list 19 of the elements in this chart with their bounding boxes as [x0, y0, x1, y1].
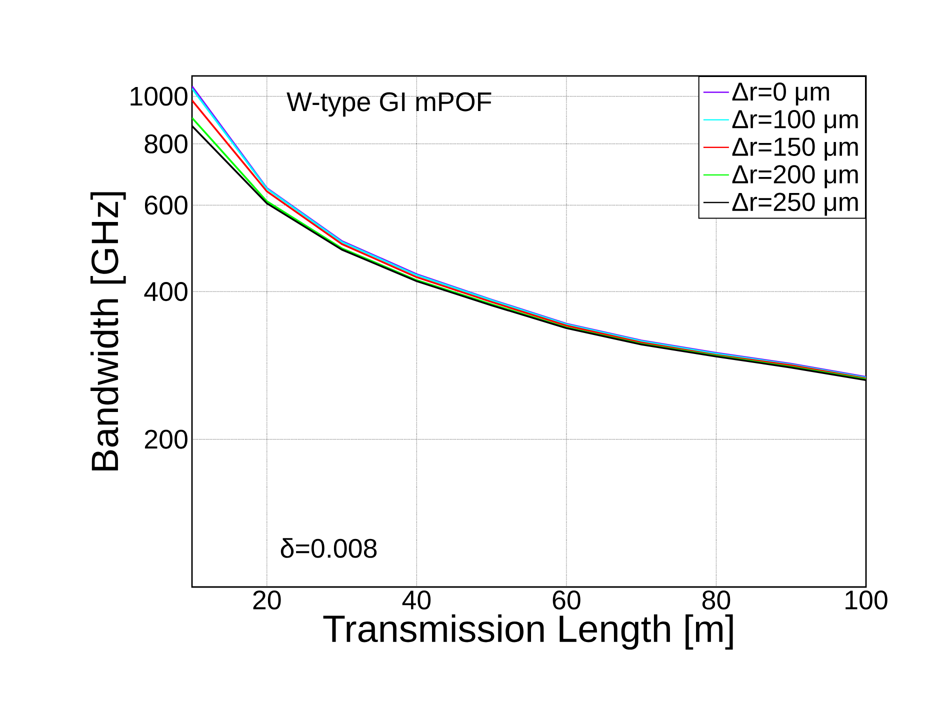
y-tick-label: 400	[144, 282, 188, 302]
x-axis-title: Transmission Length [m]	[323, 614, 733, 650]
x-tick-label: 100	[846, 590, 888, 610]
y-axis-title: Bandwidth [GHz]	[90, 192, 126, 470]
y-tick-label: 200	[144, 430, 188, 449]
annotation: δ=0.008	[280, 538, 377, 558]
y-tick-label: 600	[144, 196, 188, 215]
x-tick-label: 40	[402, 590, 431, 610]
y-tick-label: 800	[144, 134, 188, 154]
x-tick-label: 60	[552, 590, 580, 610]
legend-label: Δr=100 μm	[732, 110, 858, 134]
legend-label: Δr=150 μm	[732, 138, 858, 161]
legend-label: Δr=0 μm	[732, 82, 829, 106]
annotation: W-type GI mPOF	[286, 92, 492, 117]
y-tick-label: 1000	[130, 86, 188, 106]
legend-label: Δr=250 μm	[732, 192, 858, 216]
x-tick-label: 20	[253, 590, 281, 610]
x-tick-label: 80	[702, 590, 730, 610]
legend-label: Δr=200 μm	[732, 165, 858, 188]
